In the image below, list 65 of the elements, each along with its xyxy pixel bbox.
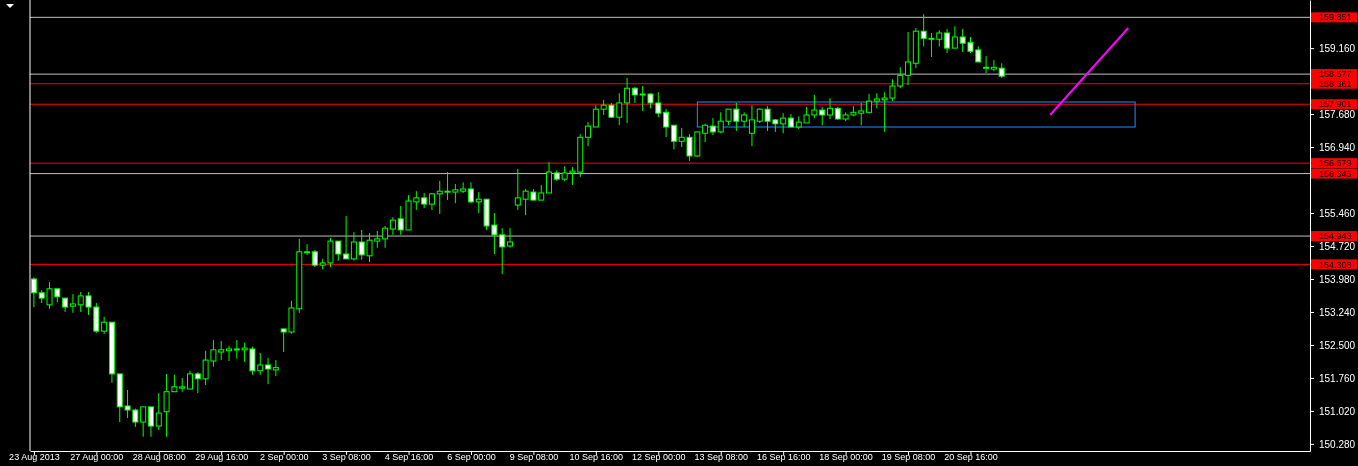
x-tick-label: 13 Sep 08:00 <box>694 452 749 463</box>
candlestick <box>905 31 912 86</box>
candlestick <box>226 345 233 362</box>
candlestick <box>702 123 709 143</box>
candlestick <box>304 243 311 256</box>
ref-line-label: 154.943 <box>1319 231 1352 242</box>
candlestick <box>592 104 599 128</box>
ref-line-label: 156.345 <box>1319 168 1352 179</box>
candlestick <box>951 25 958 49</box>
candlestick <box>827 97 833 120</box>
ref-line-label: 158.577 <box>1319 69 1352 80</box>
x-tick-label: 12 Sep 00:00 <box>632 452 686 463</box>
y-tick-label: 150.280 <box>1319 438 1356 450</box>
candlestick <box>741 111 748 128</box>
x-tick-label: 19 Sep 08:00 <box>881 452 936 463</box>
candlestick <box>507 227 513 249</box>
x-tick-label: 3 Sep 08:00 <box>322 452 371 463</box>
candlestick <box>382 225 389 249</box>
y-tick-label: 155.460 <box>1319 207 1356 219</box>
y-tick-label: 159.160 <box>1319 42 1356 54</box>
candlestick <box>265 357 272 385</box>
x-tick-label: 28 Aug 08:00 <box>132 452 186 463</box>
y-tick-label: 154.720 <box>1319 240 1356 252</box>
candlestick <box>147 406 154 438</box>
ref-line-label: 159.851 <box>1319 12 1352 23</box>
candlestick <box>585 121 592 147</box>
x-tick-label: 18 Sep 00:00 <box>819 452 873 463</box>
x-tick-label: 27 Aug 00:00 <box>70 452 124 463</box>
candlestick <box>663 108 670 138</box>
candlestick <box>709 117 716 136</box>
x-tick-label: 23 Aug 2013 <box>9 452 60 463</box>
candlestick <box>187 370 193 390</box>
x-tick-label: 20 Sep 16:00 <box>944 452 998 463</box>
x-tick-label: 16 Sep 16:00 <box>756 452 811 463</box>
candlestick <box>990 59 997 72</box>
x-tick-label: 6 Sep 00:00 <box>447 452 496 463</box>
x-tick-label: 2 Sep 00:00 <box>259 452 309 463</box>
x-tick-label: 10 Sep 16:00 <box>569 452 624 463</box>
y-tick-label: 151.020 <box>1319 405 1356 417</box>
x-tick-label: 29 Aug 16:00 <box>195 452 249 463</box>
candlestick <box>421 192 428 209</box>
y-tick-label: 151.760 <box>1319 372 1356 384</box>
x-tick-label: 9 Sep 08:00 <box>509 452 559 463</box>
y-tick-label: 153.980 <box>1319 273 1356 285</box>
y-tick-label: 157.680 <box>1319 108 1356 120</box>
candlestick <box>631 86 638 104</box>
x-tick-label: 4 Sep 16:00 <box>384 452 434 463</box>
candlestick <box>624 77 631 124</box>
candlestick <box>350 231 357 262</box>
ref-line-label: 154.308 <box>1319 259 1352 270</box>
ref-line-label: 158.361 <box>1319 78 1352 89</box>
candlestick <box>272 359 279 377</box>
candlestick <box>155 392 162 431</box>
candlestick <box>343 215 350 260</box>
candlestick <box>546 161 553 194</box>
candlestick <box>69 293 76 314</box>
candlestick <box>748 104 755 147</box>
candlestick <box>983 55 990 74</box>
y-tick-label: 156.940 <box>1319 141 1356 153</box>
y-tick-label: 153.240 <box>1319 306 1356 318</box>
candlestick <box>944 28 951 54</box>
ref-line-label: 156.579 <box>1319 158 1352 169</box>
y-tick-label: 152.500 <box>1319 339 1356 351</box>
ref-line-label: 157.901 <box>1319 99 1352 110</box>
candlestick <box>670 124 677 150</box>
